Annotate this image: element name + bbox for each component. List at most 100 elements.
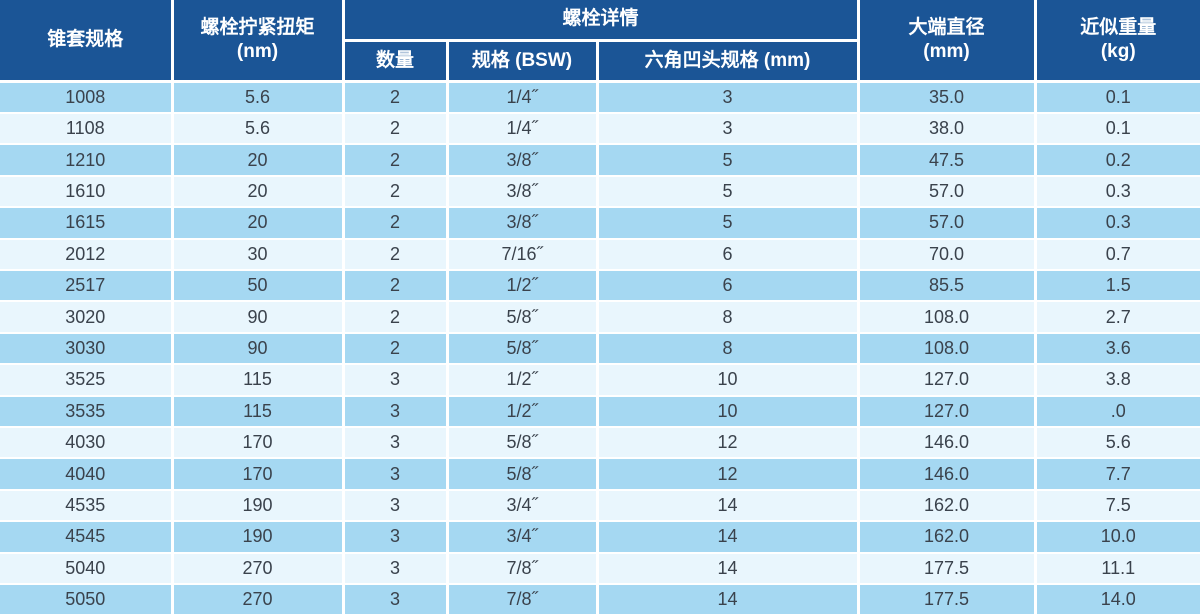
table-body: 1008 5.6 2 1/4˝ 3 35.0 0.1 1108 5.6 2 1/4˝ 3 38.0 0.1… [0,79,1200,614]
cell-bolt-size-bsw: 1/2˝ [445,363,599,397]
cell-bolt-qty: 3 [341,457,449,491]
table-header: 锥套规格 螺栓拧紧扭矩 (nm) 螺栓详情 大端直径 (mm) 近似重量 (kg… [0,0,1200,83]
cell-taper-spec: 1008 [0,79,174,115]
cell-bolt-qty: 3 [341,425,449,460]
cell-bolt-size-bsw: 3/8˝ [445,143,599,177]
cell-bolt-qty: 2 [341,237,449,272]
cell-hex-socket-mm: 14 [595,551,860,585]
table-row: 2517 50 2 1/2˝ 6 85.5 1.5 [0,269,1200,303]
cell-approx-weight-kg: 3.8 [1033,363,1200,397]
cell-hex-socket-mm: 3 [595,79,860,115]
cell-bolt-size-bsw: 3/8˝ [445,174,599,209]
cell-big-end-diameter-mm: 108.0 [856,331,1037,366]
cell-torque-nm: 115 [170,363,345,397]
cell-hex-socket-mm: 14 [595,488,860,523]
cell-bolt-size-bsw: 3/8˝ [445,206,599,240]
cell-taper-spec: 3030 [0,331,174,366]
cell-approx-weight-kg: 14.0 [1033,582,1200,614]
cell-approx-weight-kg: 5.6 [1033,425,1200,460]
cell-torque-nm: 115 [170,394,345,428]
header-diameter-label: 大端直径 [908,17,985,38]
cell-big-end-diameter-mm: 162.0 [856,488,1037,523]
cell-taper-spec: 2517 [0,269,174,303]
header-diameter-unit: (mm) [923,40,970,62]
cell-hex-socket-mm: 6 [595,237,860,272]
cell-bolt-qty: 2 [341,79,449,115]
cell-approx-weight-kg: .0 [1033,394,1200,428]
cell-bolt-qty: 2 [341,206,449,240]
cell-taper-spec: 3525 [0,363,174,397]
table-row: 4545 190 3 3/4˝ 14 162.0 10.0 [0,520,1200,554]
cell-bolt-qty: 2 [341,174,449,209]
cell-hex-socket-mm: 10 [595,363,860,397]
table-row: 5050 270 3 7/8˝ 14 177.5 14.0 [0,582,1200,614]
table-row: 3020 90 2 5/8˝ 8 108.0 2.7 [0,300,1200,334]
table-row: 1108 5.6 2 1/4˝ 3 38.0 0.1 [0,112,1200,146]
cell-bolt-qty: 2 [341,269,449,303]
cell-hex-socket-mm: 14 [595,520,860,554]
cell-big-end-diameter-mm: 57.0 [856,206,1037,240]
cell-taper-spec: 1108 [0,112,174,146]
cell-bolt-size-bsw: 1/2˝ [445,269,599,303]
header-torque: 螺栓拧紧扭矩 (nm) [170,0,345,83]
cell-bolt-size-bsw: 1/2˝ [445,394,599,428]
header-big-end-diameter: 大端直径 (mm) [856,0,1037,83]
table-row: 2012 30 2 7/16˝ 6 70.0 0.7 [0,237,1200,272]
cell-torque-nm: 170 [170,457,345,491]
cell-bolt-size-bsw: 5/8˝ [445,457,599,491]
cell-big-end-diameter-mm: 177.5 [856,582,1037,614]
cell-bolt-size-bsw: 3/4˝ [445,520,599,554]
cell-approx-weight-kg: 10.0 [1033,520,1200,554]
cell-bolt-qty: 3 [341,488,449,523]
cell-big-end-diameter-mm: 47.5 [856,143,1037,177]
cell-taper-spec: 4545 [0,520,174,554]
header-torque-label: 螺栓拧紧扭矩 [200,17,315,38]
cell-torque-nm: 270 [170,582,345,614]
cell-hex-socket-mm: 8 [595,331,860,366]
table-row: 5040 270 3 7/8˝ 14 177.5 11.1 [0,551,1200,585]
cell-hex-socket-mm: 12 [595,425,860,460]
cell-torque-nm: 20 [170,174,345,209]
table-row: 1615 20 2 3/8˝ 5 57.0 0.3 [0,206,1200,240]
cell-taper-spec: 4040 [0,457,174,491]
cell-taper-spec: 3535 [0,394,174,428]
cell-big-end-diameter-mm: 162.0 [856,520,1037,554]
cell-bolt-qty: 2 [341,300,449,334]
cell-approx-weight-kg: 1.5 [1033,269,1200,303]
header-bolt-size-bsw: 规格 (BSW) [445,38,599,83]
cell-bolt-size-bsw: 7/8˝ [445,582,599,614]
cell-torque-nm: 170 [170,425,345,460]
cell-taper-spec: 3020 [0,300,174,334]
table-row: 4040 170 3 5/8˝ 12 146.0 7.7 [0,457,1200,491]
header-bolt-qty: 数量 [343,38,449,83]
cell-taper-spec: 1210 [0,143,174,177]
cell-hex-socket-mm: 8 [595,300,860,334]
table-row: 1210 20 2 3/8˝ 5 47.5 0.2 [0,143,1200,177]
header-hex-socket: 六角凹头规格 (mm) [595,38,859,83]
table-row: 4030 170 3 5/8˝ 12 146.0 5.6 [0,425,1200,460]
cell-approx-weight-kg: 3.6 [1033,331,1200,366]
cell-taper-spec: 5040 [0,551,174,585]
cell-bolt-size-bsw: 1/4˝ [445,79,599,115]
cell-approx-weight-kg: 0.7 [1033,237,1200,272]
cell-bolt-qty: 3 [341,582,449,614]
cell-bolt-size-bsw: 5/8˝ [445,300,599,334]
table-row: 3030 90 2 5/8˝ 8 108.0 3.6 [0,331,1200,366]
table-row: 1008 5.6 2 1/4˝ 3 35.0 0.1 [0,79,1200,115]
cell-bolt-qty: 3 [341,520,449,554]
cell-big-end-diameter-mm: 38.0 [856,112,1037,146]
cell-hex-socket-mm: 12 [595,457,860,491]
cell-hex-socket-mm: 5 [595,206,860,240]
cell-bolt-qty: 2 [341,143,449,177]
cell-approx-weight-kg: 7.5 [1033,488,1200,523]
cell-bolt-size-bsw: 5/8˝ [445,331,599,366]
cell-taper-spec: 1615 [0,206,174,240]
table-row: 4535 190 3 3/4˝ 14 162.0 7.5 [0,488,1200,523]
cell-torque-nm: 50 [170,269,345,303]
cell-bolt-size-bsw: 7/16˝ [445,237,599,272]
cell-bolt-qty: 3 [341,394,449,428]
cell-bolt-qty: 3 [341,363,449,397]
cell-approx-weight-kg: 0.1 [1033,112,1200,146]
cell-taper-spec: 4030 [0,425,174,460]
